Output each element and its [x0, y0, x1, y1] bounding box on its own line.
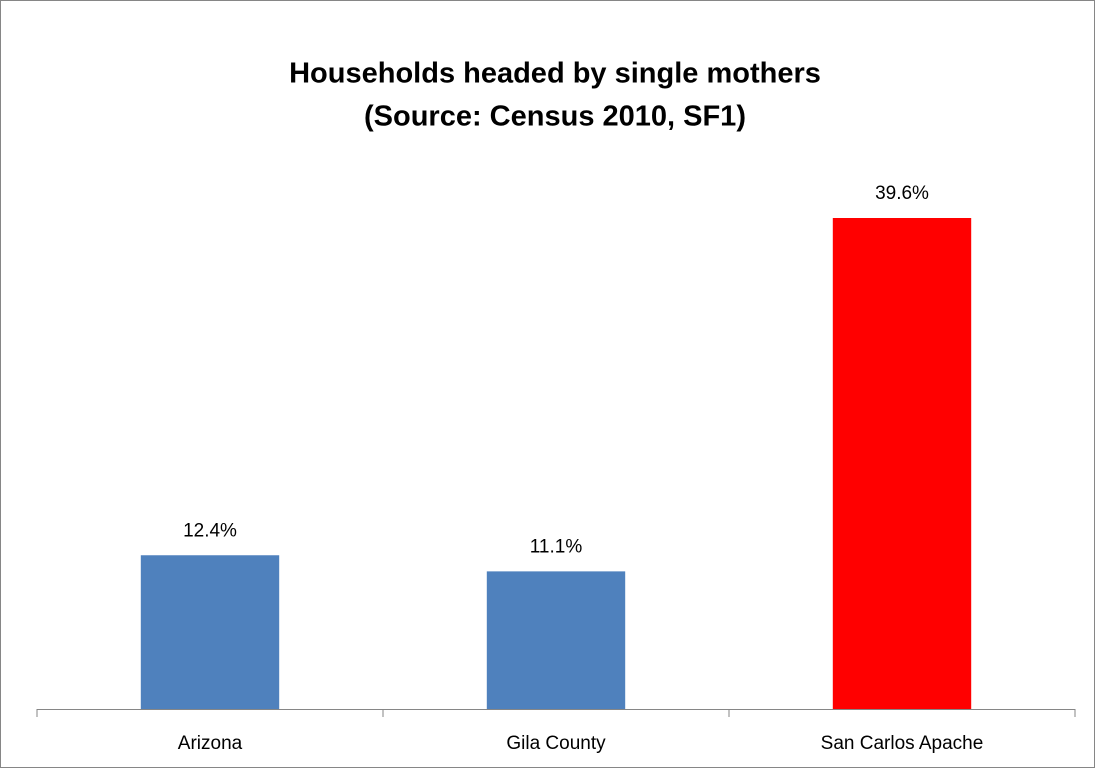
chart-title: Households headed by single mothers: [289, 58, 821, 90]
x-tick-label: San Carlos Apache: [821, 733, 984, 754]
data-label: 39.6%: [875, 183, 929, 204]
data-label: 12.4%: [183, 520, 237, 541]
x-tick-label: Gila County: [506, 733, 606, 754]
chart-subtitle: (Source: Census 2010, SF1): [364, 101, 746, 133]
bar: [140, 555, 280, 709]
x-tick-label: Arizona: [178, 733, 243, 754]
bar: [486, 571, 626, 709]
data-label: 11.1%: [530, 536, 583, 557]
bar: [832, 218, 972, 709]
